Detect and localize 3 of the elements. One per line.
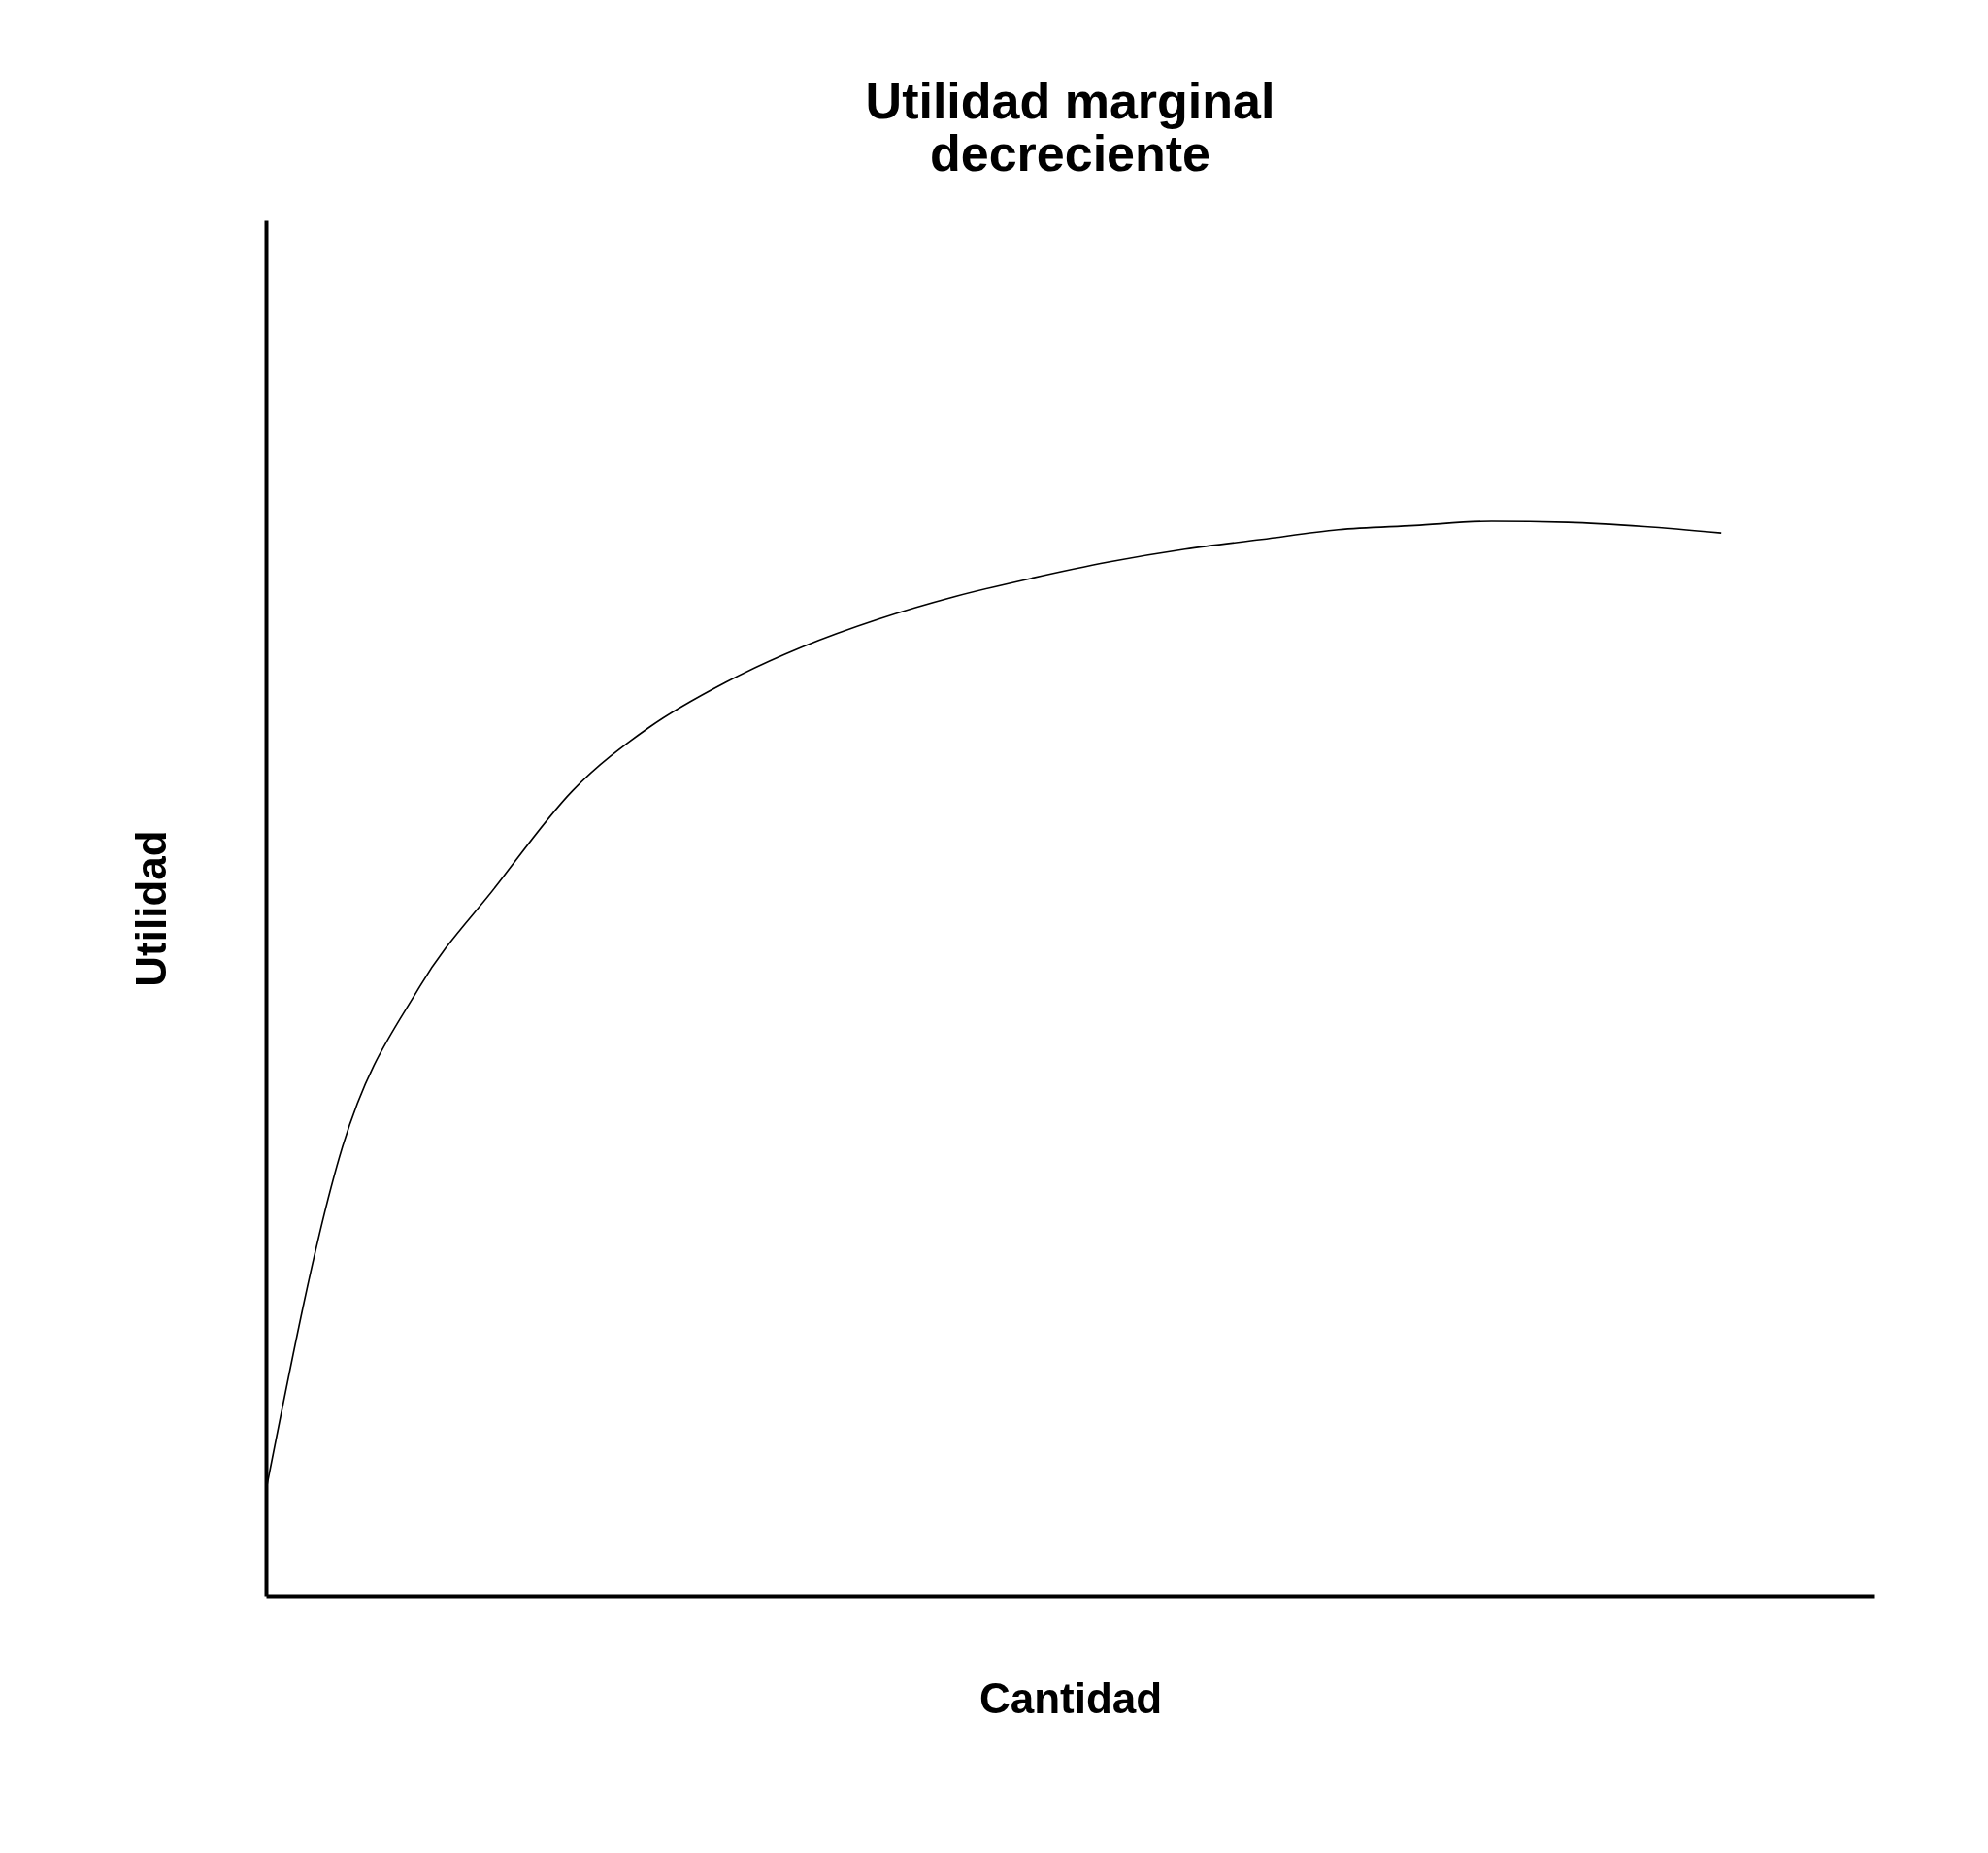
y-axis-title: Utilidad [126,830,175,987]
x-axis-title: Cantidad [978,1673,1163,1722]
chart-title: Utilidad marginal decreciente [865,73,1276,182]
